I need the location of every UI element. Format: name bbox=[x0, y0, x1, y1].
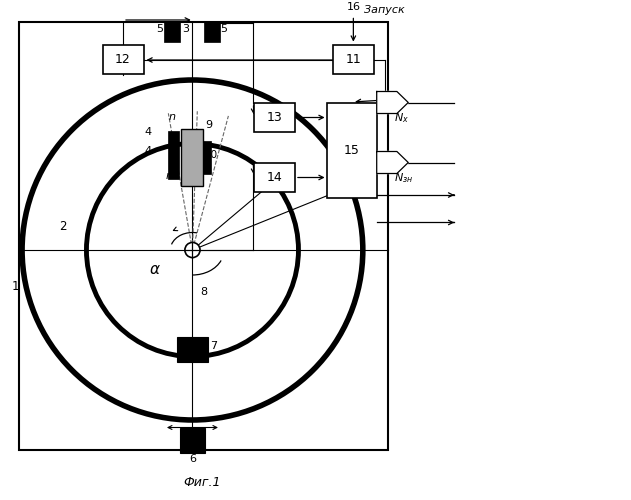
Bar bbox=[254, 163, 295, 192]
Text: 2: 2 bbox=[59, 220, 67, 233]
Polygon shape bbox=[377, 92, 408, 114]
Bar bbox=[177, 336, 208, 361]
Text: 9: 9 bbox=[205, 120, 212, 130]
Text: $N_x$: $N_x$ bbox=[394, 112, 410, 126]
Bar bbox=[254, 103, 295, 132]
Text: 7: 7 bbox=[210, 341, 217, 351]
Text: $n$: $n$ bbox=[168, 112, 177, 122]
Text: 3: 3 bbox=[182, 24, 190, 34]
Text: 13: 13 bbox=[267, 111, 282, 124]
Polygon shape bbox=[377, 152, 408, 174]
Text: Запуск: Запуск bbox=[357, 6, 404, 16]
Text: 6: 6 bbox=[189, 454, 196, 464]
Text: 16: 16 bbox=[346, 2, 360, 12]
Bar bbox=[103, 46, 144, 74]
Text: 11: 11 bbox=[346, 54, 361, 66]
Text: Фиг.1: Фиг.1 bbox=[183, 476, 221, 489]
Bar bbox=[164, 22, 180, 42]
Bar bbox=[181, 128, 203, 186]
Text: 4: 4 bbox=[144, 146, 152, 156]
Text: 4: 4 bbox=[144, 127, 152, 137]
Text: 15: 15 bbox=[344, 144, 360, 156]
Text: 12: 12 bbox=[115, 54, 131, 66]
Bar bbox=[204, 22, 220, 42]
Text: $\alpha$: $\alpha$ bbox=[149, 262, 160, 278]
Bar bbox=[168, 131, 179, 178]
Bar bbox=[180, 428, 205, 452]
Bar bbox=[203, 141, 211, 174]
Text: 8: 8 bbox=[200, 287, 207, 297]
Text: 14: 14 bbox=[267, 171, 282, 184]
Bar bbox=[19, 22, 388, 450]
Text: $N_{зн}$: $N_{зн}$ bbox=[394, 172, 413, 185]
Text: 5: 5 bbox=[156, 24, 163, 34]
Circle shape bbox=[185, 242, 200, 258]
Text: $m$: $m$ bbox=[165, 172, 177, 181]
Text: 5: 5 bbox=[220, 24, 228, 34]
Text: 10: 10 bbox=[205, 150, 218, 160]
Text: 1: 1 bbox=[12, 280, 20, 293]
Bar bbox=[327, 102, 377, 198]
Bar bbox=[333, 46, 374, 74]
